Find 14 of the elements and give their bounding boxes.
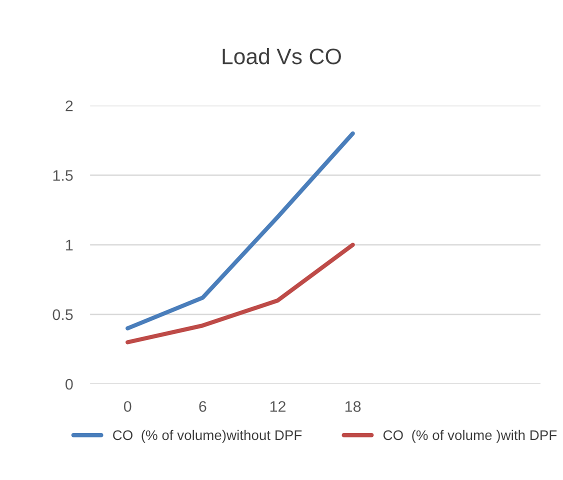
legend-label: CO (% of volume)without DPF [113,430,302,443]
y-tick-label: 2 [66,100,73,112]
x-tick-label: 12 [270,401,286,412]
y-tick-label: 1.5 [53,170,73,181]
y-tick-label: 0.5 [52,309,73,320]
y-tick-label: 1 [66,240,73,250]
x-tick-label: 0 [124,401,132,412]
line-series [126,242,355,344]
line-series [126,131,355,330]
x-tick-label: 18 [345,401,361,412]
y-tick-label: 0 [66,378,73,390]
chart-title: Load Vs CO [222,48,341,64]
legend-label: CO (% of volume )with DPF [383,430,557,443]
x-tick-label: 6 [199,401,206,412]
